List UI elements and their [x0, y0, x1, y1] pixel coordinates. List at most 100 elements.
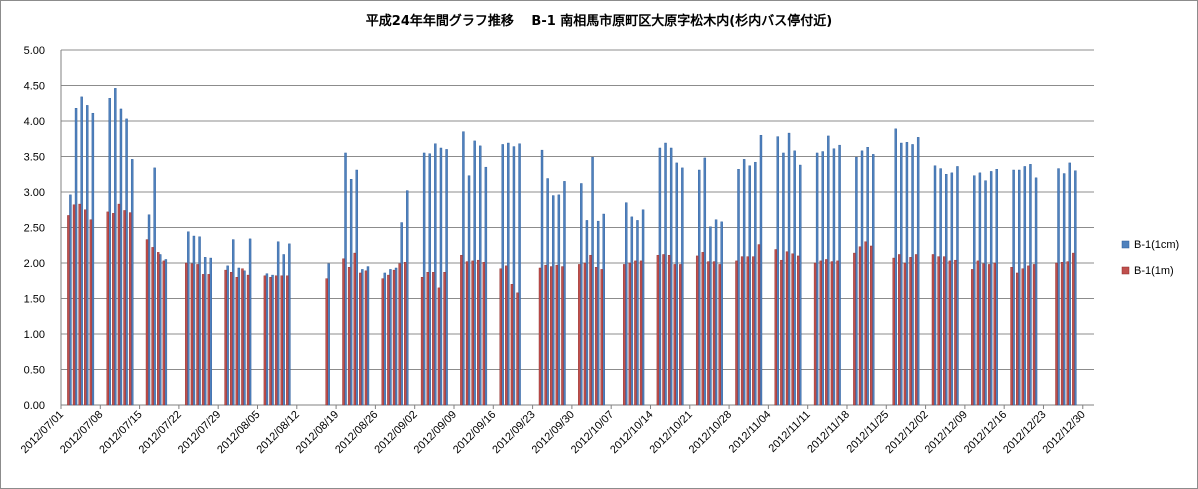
bar-b1-1cm [866, 147, 869, 406]
bar-b1-1cm [91, 112, 95, 406]
bar-b1-1cm [900, 142, 903, 406]
bar-b1-1m [185, 262, 188, 406]
legend-label: B-1(1cm) [1134, 239, 1179, 251]
bar-b1-1m [898, 254, 901, 406]
bar-b1-1cm [945, 174, 948, 406]
bar-b1-1m [477, 259, 480, 406]
bar-b1-1cm [703, 157, 707, 406]
bar-b1-1cm [984, 180, 987, 406]
bar-b1-1cm [894, 128, 897, 406]
bar-b1-1m [499, 268, 502, 406]
bar-b1-1cm [473, 140, 476, 406]
bar-b1-1cm [905, 142, 909, 406]
bar-b1-1cm [271, 274, 274, 406]
bar-b1-1cm [187, 231, 190, 406]
bar-b1-1m [954, 259, 957, 406]
bar-b1-1cm [501, 144, 504, 406]
bar-b1-1cm [119, 108, 123, 406]
bar-b1-1m [241, 268, 244, 406]
bar-b1-1m [1060, 262, 1064, 406]
y-tick-label: 5.00 [24, 45, 45, 57]
bar-b1-1m [162, 260, 166, 406]
bar-b1-1cm [815, 152, 819, 406]
bar-b1-1m [993, 262, 996, 406]
bar-b1-1cm [658, 147, 662, 406]
bar-b1-1m [864, 241, 867, 406]
bar-b1-1m [870, 245, 873, 406]
y-tick-label: 0.00 [24, 400, 45, 412]
bar-b1-1m [825, 259, 828, 406]
bar-b1-1m [190, 263, 194, 406]
bar-b1-1m [937, 256, 940, 406]
bar-b1-1cm [153, 167, 156, 406]
bar-b1-1m [712, 261, 716, 406]
bar-b1-1cm [973, 175, 976, 406]
bar-b1-1cm [546, 178, 549, 406]
bar-b1-1cm [939, 168, 942, 406]
bar-b1-1m [1032, 264, 1036, 406]
bar-b1-1m [505, 265, 508, 406]
bar-b1-1cm [344, 152, 347, 406]
bar-b1-1cm [428, 153, 431, 406]
bar-b1-1m [207, 274, 210, 406]
bar-b1-1cm [799, 164, 802, 406]
bar-b1-1cm [596, 220, 600, 406]
bar-b1-1m [634, 260, 637, 406]
x-tick-label: 2012/11/04 [727, 409, 774, 456]
bar-b1-1m [224, 269, 227, 406]
bar-b1-1cm [950, 172, 954, 406]
bar-b1-1m [201, 274, 205, 406]
bar-b1-1m [398, 263, 401, 406]
bar-b1-1m [656, 254, 660, 406]
bar-b1-1cm [164, 259, 168, 406]
bar-b1-1m [948, 260, 952, 406]
bar-b1-1m [673, 264, 676, 406]
bar-b1-1cm [709, 226, 712, 406]
bar-b1-1m [117, 203, 121, 406]
bar-b1-1m [67, 215, 70, 406]
bar-b1-1m [157, 252, 160, 406]
bar-b1-1cm [1018, 169, 1021, 406]
bar-b1-1cm [552, 195, 555, 406]
bar-b1-1m [246, 274, 250, 406]
bar-b1-1cm [434, 143, 437, 406]
bar-b1-1cm [130, 159, 134, 406]
bar-b1-1m [353, 252, 356, 406]
bar-b1-1m [437, 287, 441, 406]
bar-b1-1m [718, 264, 721, 406]
bar-b1-1cm [827, 135, 830, 406]
bar-b1-1cm [462, 131, 465, 406]
bar-b1-1m [325, 278, 328, 406]
bar-b1-1m [230, 272, 233, 406]
bar-b1-1cm [366, 266, 370, 406]
bar-b1-1m [976, 260, 980, 406]
bar-b1-1cm [872, 154, 875, 406]
bar-b1-1m [594, 267, 598, 406]
bar-b1-1cm [383, 272, 387, 406]
bar-b1-1cm [669, 147, 673, 406]
bar-b1-1m [465, 261, 469, 406]
bar-b1-1cm [232, 239, 235, 406]
bar-b1-1m [791, 253, 794, 406]
bar-b1-1m [555, 264, 559, 406]
bar-b1-1cm [479, 145, 482, 406]
bar-b1-1cm [198, 236, 201, 406]
bar-b1-1m [774, 249, 778, 406]
bar-b1-1m [151, 247, 154, 406]
bar-b1-1cm [512, 146, 516, 406]
bar-b1-1m [404, 262, 407, 406]
bar-b1-1cm [361, 269, 364, 406]
bar-b1-1m [460, 254, 463, 406]
bar-b1-1m [752, 256, 755, 406]
bar-b1-1m [667, 254, 671, 406]
bar-b1-1m [544, 264, 547, 406]
bar-b1-1m [123, 210, 126, 406]
x-tick-label: 2012/12/30 [1040, 409, 1087, 456]
bar-b1-1cm [265, 273, 269, 406]
bar-b1-1cm [989, 171, 993, 406]
bar-b1-1cm [956, 166, 959, 406]
bar-b1-1m [392, 269, 396, 406]
bar-b1-1m [263, 275, 267, 406]
bar-b1-1cm [748, 165, 751, 406]
